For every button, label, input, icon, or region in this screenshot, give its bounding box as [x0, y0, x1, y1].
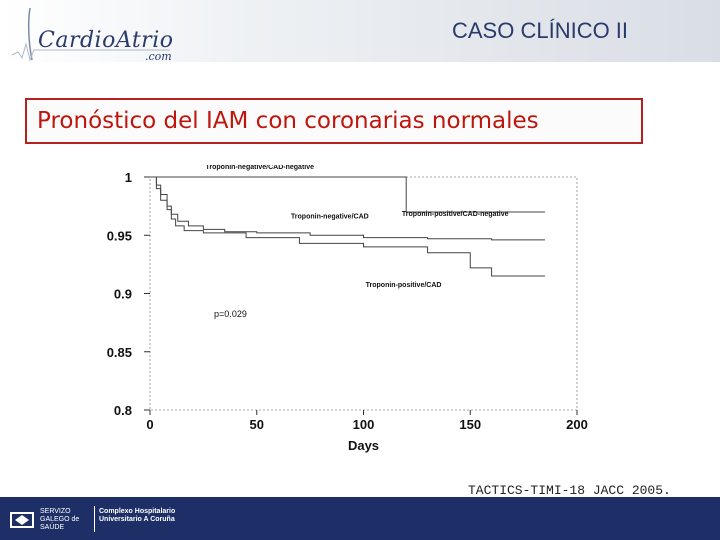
p-value-annotation: p=0.029 [214, 309, 247, 319]
sergas-logo-icon [10, 512, 34, 528]
survival-chart: 0.8 0.85 0.9 0.95 1 0 50 100 150 200 Days Troponin-… [107, 165, 588, 453]
x-axis-label: Days [348, 438, 379, 453]
y-tick-label: 0.85 [107, 345, 132, 360]
logo-subtext: .com [145, 50, 172, 63]
header-gradient [0, 0, 720, 62]
logo-text: CardioAtrio [38, 28, 174, 53]
series-label: Troponin-negative/CAD [291, 213, 369, 220]
subtitle-text: Pronóstico del IAM con coronarias normal… [37, 108, 539, 134]
footer-divider [94, 506, 95, 532]
series-label: Troponin-positive/CAD [366, 282, 442, 289]
citation-text: TACTICS-TIMI-18 JACC 2005. [468, 483, 671, 498]
series-label: Troponin-positive/CAD-negative [402, 211, 509, 218]
footer-bar [0, 497, 720, 540]
logo-heartbeat-icon [11, 7, 170, 62]
x-tick-label: 150 [459, 417, 481, 432]
series-label: Troponin-negative/CAD-negative [206, 165, 315, 171]
footer-org-sergas: SERVIZO GALEGO de SAÚDE [40, 508, 80, 531]
slide-title: CASO CLÍNICO II [452, 18, 629, 43]
y-tick-label: 1 [125, 170, 132, 185]
series-line-2 [150, 176, 545, 213]
series-line-4 [150, 176, 545, 277]
y-tick-label: 0.95 [107, 228, 132, 243]
series-line-3 [150, 176, 545, 241]
x-tick-label: 200 [566, 417, 588, 432]
subtitle-box: Pronóstico del IAM con coronarias normal… [25, 98, 643, 144]
y-tick-label: 0.8 [114, 403, 132, 418]
footer-org-hospital: Complexo Hospitalario Universitario A Co… [99, 508, 176, 523]
x-tick-label: 100 [353, 417, 375, 432]
y-tick-label: 0.9 [114, 287, 132, 302]
x-tick-label: 50 [250, 417, 264, 432]
x-tick-label: 0 [146, 417, 153, 432]
